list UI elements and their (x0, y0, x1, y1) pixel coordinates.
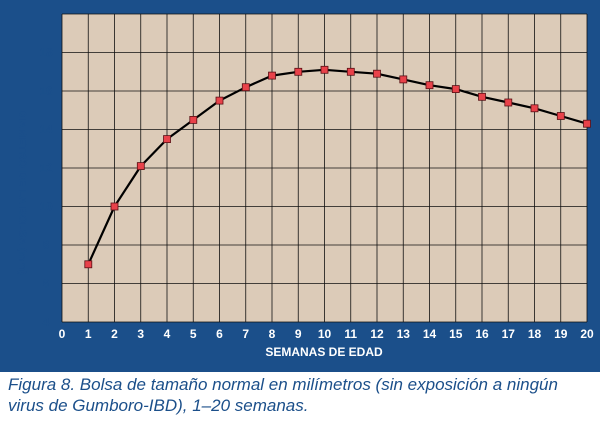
x-tick-label: 2 (111, 327, 118, 341)
x-tick-label: 15 (449, 327, 463, 341)
x-tick-label: 8 (269, 327, 276, 341)
data-point (478, 92, 486, 101)
data-point (583, 119, 591, 128)
data-point (136, 162, 145, 171)
y-tick-label: 18 (39, 46, 53, 60)
x-tick-label: 13 (397, 327, 411, 341)
x-tick-label: 7 (242, 327, 249, 341)
x-tick-label: 4 (164, 327, 171, 341)
x-tick-label: 1 (85, 327, 92, 341)
x-tick-label: 5 (190, 327, 197, 341)
data-point (504, 98, 513, 107)
series-layer (87, 68, 588, 265)
y-tick-label: 14 (39, 123, 53, 137)
x-tick-label: 16 (475, 327, 489, 341)
x-tick-labels: 0 1 2 3 4 5 6 7 8 9 10 11 12 13 14 15 16 17 18 19 20 (59, 327, 594, 341)
data-point (163, 135, 171, 144)
y-tick-label: 16 (39, 84, 53, 98)
y-tick-label: 10 (39, 200, 53, 214)
y-tick-label: 12 (39, 161, 53, 175)
x-tick-label: 3 (137, 327, 144, 341)
x-tick-label: 6 (216, 327, 223, 341)
series-line (87, 68, 588, 265)
data-point (373, 69, 381, 78)
gridlines (61, 13, 588, 323)
data-point (320, 65, 329, 74)
x-tick-label: 20 (580, 327, 594, 341)
x-tick-label: 12 (370, 327, 384, 341)
data-point (215, 96, 224, 105)
y-axis-label: DIAMETRO DE LA BOLSA (mm) (16, 109, 28, 275)
figure-caption: Figura 8. Bolsa de tamaño normal en milí… (8, 375, 558, 415)
data-point (84, 260, 93, 269)
x-tick-label: 11 (344, 327, 357, 341)
data-point (556, 112, 565, 120)
data-point (530, 104, 539, 113)
y-tick-label: 6 (43, 277, 50, 291)
data-point (399, 75, 408, 84)
x-tick-label: 18 (528, 327, 542, 341)
data-point (241, 83, 250, 92)
y-tick-labels: 4 6 8 10 12 14 16 18 (39, 46, 53, 330)
data-point (268, 71, 276, 80)
x-tick-label: 19 (554, 327, 568, 341)
y-tick-label: 4 (43, 315, 50, 329)
x-tick-label: 14 (423, 327, 437, 341)
data-point (425, 81, 434, 90)
x-axis-label: SEMANAS DE EDAD (265, 345, 383, 359)
data-point (294, 67, 303, 76)
data-point (346, 67, 355, 76)
x-tick-label: 0 (59, 327, 66, 341)
data-point (110, 202, 119, 211)
data-point (189, 116, 198, 124)
y-tick-label: 8 (43, 238, 50, 252)
data-point (451, 85, 460, 93)
x-tick-label: 10 (318, 327, 332, 341)
marker-layer (84, 65, 591, 269)
x-tick-label: 9 (295, 327, 302, 341)
x-tick-label: 17 (502, 327, 516, 341)
